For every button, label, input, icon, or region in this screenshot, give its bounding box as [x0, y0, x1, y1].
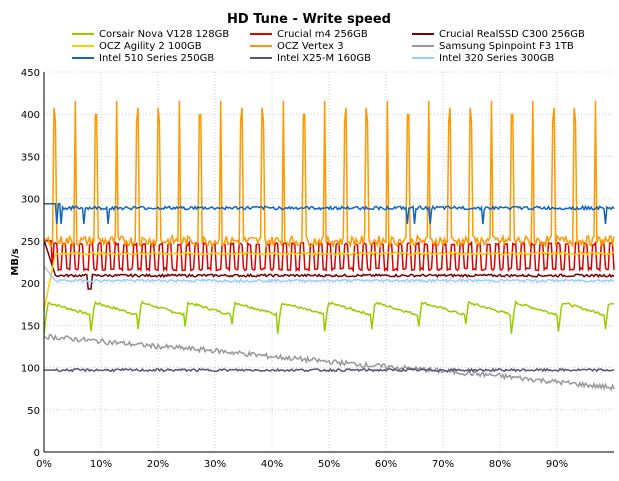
y-tick-label: 0	[34, 448, 40, 459]
x-tick-label: 60%	[375, 459, 397, 470]
series-line-4	[43, 250, 615, 311]
x-tick-label: 20%	[147, 459, 169, 470]
legend: Corsair Nova V128 128GB Crucial m4 256GB C…	[72, 29, 585, 64]
series-line-9	[43, 265, 614, 284]
series-line-5	[43, 100, 615, 249]
x-tick-label: 70%	[432, 459, 454, 470]
legend-label: Crucial RealSSD C300 256GB	[439, 29, 585, 40]
y-tick-label: 200	[21, 279, 40, 290]
series-line-8	[44, 367, 615, 373]
legend-label: Samsung Spinpoint F3 1TB	[439, 41, 574, 52]
series-line-1	[43, 299, 615, 334]
x-tick-label: 0%	[36, 459, 52, 470]
y-axis-label: MB/s	[10, 248, 21, 275]
legend-label: Corsair Nova V128 128GB	[99, 29, 229, 40]
legend-label: Intel 510 Series 250GB	[99, 53, 214, 64]
series-line-3	[43, 239, 615, 290]
series-line-2	[44, 239, 615, 273]
y-tick-label: 450	[21, 68, 40, 79]
legend-label: OCZ Vertex 3	[277, 41, 344, 52]
series-line-6	[43, 333, 615, 392]
x-tick-label: 30%	[204, 459, 226, 470]
y-tick-label: 50	[27, 406, 40, 417]
y-tick-label: 100	[21, 364, 40, 375]
series-layer	[43, 100, 615, 392]
x-tick-label: 90%	[546, 459, 568, 470]
legend-label: Crucial m4 256GB	[277, 29, 368, 40]
legend-label: Intel X25-M 160GB	[277, 53, 371, 64]
y-tick-label: 250	[21, 237, 40, 248]
y-tick-label: 350	[21, 152, 40, 163]
x-tick-label: 50%	[318, 459, 340, 470]
chart-title: HD Tune - Write speed	[227, 12, 391, 27]
x-tick-label: 10%	[90, 459, 112, 470]
x-tick-label: 80%	[489, 459, 511, 470]
legend-label: Intel 320 Series 300GB	[439, 53, 554, 64]
y-tick-label: 400	[21, 110, 40, 121]
y-tick-label: 300	[21, 195, 40, 206]
series-line-7	[44, 202, 615, 225]
y-tick-label: 150	[21, 321, 40, 332]
x-tick-label: 40%	[261, 459, 283, 470]
legend-label: OCZ Agility 2 100GB	[99, 41, 202, 52]
axes: 0 50 100 150 200 250 300 350 400 450 0% 10% 20% 30% 40…	[21, 68, 614, 470]
